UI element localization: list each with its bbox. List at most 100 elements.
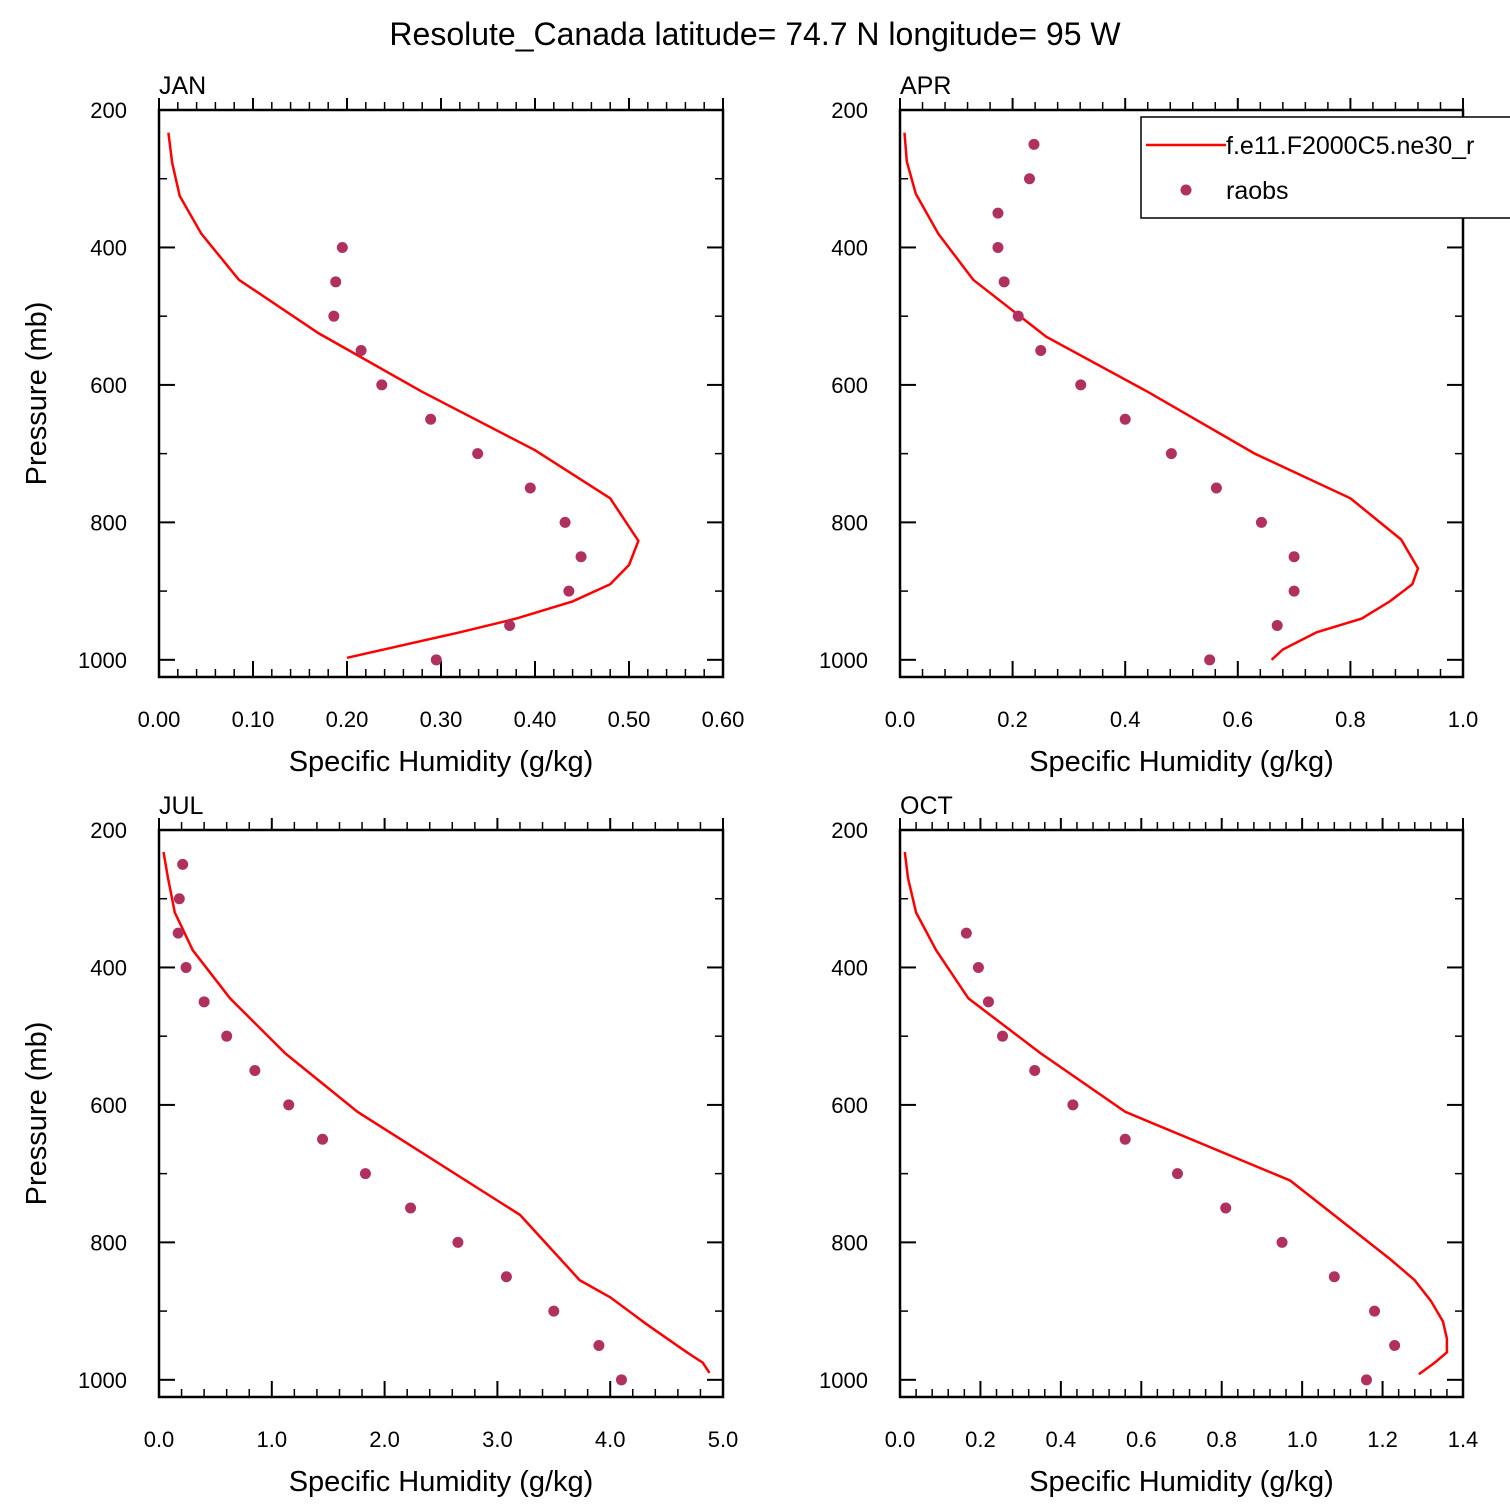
raobs-point	[992, 207, 1004, 219]
legend-model-label: f.e11.F2000C5.ne30_r	[1226, 132, 1474, 160]
y-tick-label: 200	[831, 98, 868, 123]
model-line	[903, 851, 1449, 1376]
raobs-point	[1288, 585, 1300, 597]
raobs-point	[198, 996, 210, 1008]
y-tick-label: 200	[831, 818, 868, 843]
raobs-point	[336, 241, 348, 253]
raobs-point	[1271, 619, 1283, 631]
x-tick-label: 0.60	[702, 707, 745, 732]
raobs-point	[563, 585, 575, 597]
legend-box	[1140, 116, 1510, 219]
raobs-point	[1220, 1202, 1232, 1214]
raobs-point	[425, 413, 437, 425]
x-tick-label: 1.0	[1287, 1427, 1318, 1452]
x-tick-label: 1.0	[257, 1427, 288, 1452]
raobs-point	[982, 996, 994, 1008]
panel-apr: APR 0.0 0.2 0.4 0.6 0.8 1.0 200 400 600 800 1000 Spe…	[819, 72, 1478, 778]
x-tick-label: 3.0	[482, 1427, 513, 1452]
raobs-point	[283, 1099, 295, 1111]
raobs-point	[221, 1030, 233, 1042]
raobs-point	[1035, 345, 1047, 357]
raobs-point	[430, 654, 442, 666]
raobs-point	[452, 1236, 464, 1248]
raobs-point	[500, 1271, 512, 1283]
raobs-point	[1210, 482, 1222, 494]
y-tick-label: 400	[831, 235, 868, 260]
x-tick-label: 0.20	[326, 707, 369, 732]
raobs-point	[1204, 654, 1216, 666]
raobs-point	[1360, 1374, 1372, 1386]
raobs-point	[1012, 310, 1024, 322]
y-tick-label: 200	[90, 98, 127, 123]
legend-raobs-label: raobs	[1226, 177, 1289, 205]
raobs-point	[1328, 1271, 1340, 1283]
model-line	[167, 132, 640, 660]
y-tick-label: 1000	[819, 648, 868, 673]
raobs-point	[405, 1202, 417, 1214]
raobs-point	[180, 961, 192, 973]
raobs-point	[173, 893, 185, 905]
raobs-point	[172, 927, 184, 939]
x-tick-label: 0.0	[885, 1427, 916, 1452]
x-tick-label: 0.4	[1110, 707, 1141, 732]
raobs-point	[1389, 1339, 1401, 1351]
y-axis-label: Pressure (mb)	[21, 1022, 53, 1206]
x-tick-label: 5.0	[708, 1427, 739, 1452]
y-tick-label: 600	[90, 373, 127, 398]
y-tick-label: 600	[831, 1093, 868, 1118]
x-tick-label: 1.0	[1448, 707, 1479, 732]
raobs-point	[559, 516, 571, 528]
raobs-point	[575, 551, 587, 563]
raobs-point	[1029, 1065, 1041, 1077]
y-tick-label: 400	[90, 955, 127, 980]
raobs-point	[1023, 173, 1035, 185]
raobs-point	[328, 310, 340, 322]
y-tick-label: 800	[90, 1230, 127, 1255]
raobs-point	[1288, 551, 1300, 563]
raobs-point	[1165, 448, 1177, 460]
raobs-point	[1255, 516, 1267, 528]
raobs-point	[1119, 413, 1131, 425]
y-tick-label: 1000	[78, 1368, 127, 1393]
x-tick-label: 0.00	[138, 707, 181, 732]
raobs-point	[1028, 138, 1040, 150]
x-tick-label: 2.0	[369, 1427, 400, 1452]
y-tick-label: 1000	[78, 648, 127, 673]
legend-raobs-swatch	[1180, 184, 1192, 196]
y-tick-label: 400	[90, 235, 127, 260]
x-tick-label: 1.4	[1448, 1427, 1479, 1452]
x-tick-label: 0.8	[1206, 1427, 1237, 1452]
x-tick-label: 0.6	[1126, 1427, 1157, 1452]
x-tick-label: 0.30	[420, 707, 463, 732]
x-axis-label: Specific Humidity (g/kg)	[1029, 1466, 1334, 1498]
model-line	[162, 851, 711, 1374]
y-tick-label: 800	[831, 1230, 868, 1255]
raobs-point	[359, 1168, 371, 1180]
raobs-point	[548, 1305, 560, 1317]
raobs-point	[376, 379, 388, 391]
y-tick-label: 600	[90, 1093, 127, 1118]
x-tick-label: 0.0	[885, 707, 916, 732]
raobs-point	[1067, 1099, 1079, 1111]
panel-oct: OCT 0.0 0.2 0.4 0.6 0.8 1.0 1.2 1.4 200 400 600 800 1…	[819, 792, 1478, 1498]
x-tick-label: 0.6	[1223, 707, 1254, 732]
x-axis-label: Specific Humidity (g/kg)	[1029, 746, 1334, 778]
panels: JAN 0.00 0.10 0.20 0.30 0.40 0.50 0.60 200 400 600…	[21, 72, 1510, 1498]
y-tick-label: 1000	[819, 1368, 868, 1393]
raobs-point	[997, 1030, 1009, 1042]
model-line	[903, 132, 1420, 661]
y-tick-label: 200	[90, 818, 127, 843]
raobs-point	[249, 1065, 261, 1077]
raobs-point	[504, 619, 516, 631]
y-tick-label: 800	[831, 510, 868, 535]
panel-label: OCT	[900, 792, 953, 820]
panel-label: JAN	[159, 72, 206, 100]
y-tick-label: 400	[831, 955, 868, 980]
figure-title: Resolute_Canada latitude= 74.7 N longitu…	[389, 16, 1121, 52]
x-tick-label: 0.2	[965, 1427, 996, 1452]
x-tick-label: 0.0	[144, 1427, 175, 1452]
raobs-point	[472, 448, 484, 460]
y-axis-label: Pressure (mb)	[21, 302, 53, 486]
